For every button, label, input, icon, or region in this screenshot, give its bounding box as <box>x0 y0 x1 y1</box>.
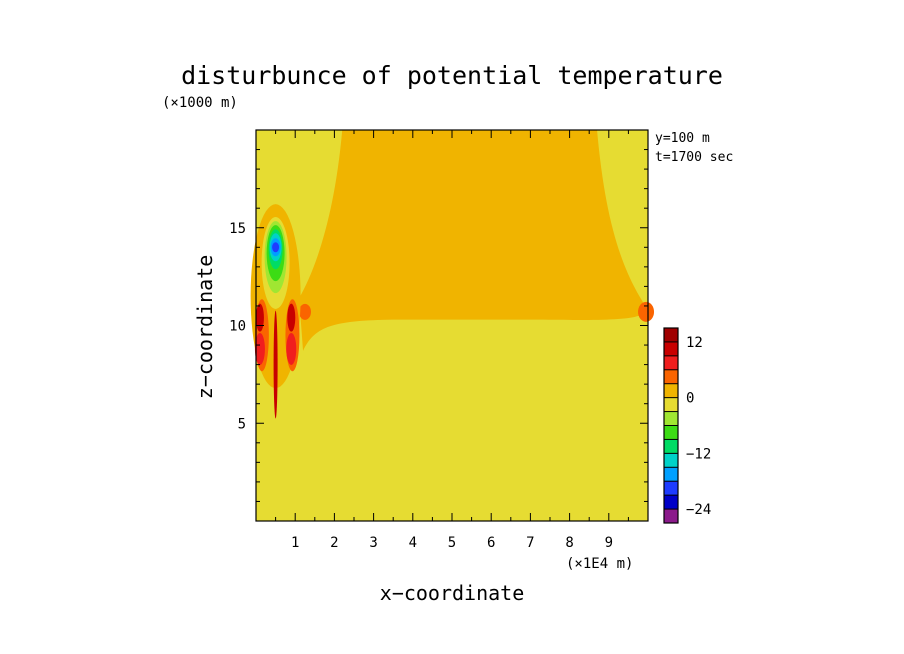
y-axis: 5 10 15 <box>229 149 648 502</box>
right-edge-warm-blob <box>638 301 655 322</box>
colorbar-tick-label: −24 <box>686 502 711 518</box>
colorbar-swatch <box>664 355 678 370</box>
y-axis-label: z−coordinate <box>193 255 217 400</box>
y-tick-label: 5 <box>238 416 246 432</box>
x-axis: 1 2 3 4 5 6 7 8 9 <box>275 130 629 551</box>
x-axis-label: x−coordinate <box>380 581 525 605</box>
colorbar-swatch <box>664 453 678 468</box>
colorbar-swatch <box>664 397 678 412</box>
colorbar-frame <box>663 327 679 524</box>
colorbar-tick-label: 12 <box>686 335 703 351</box>
x-tick-label: 3 <box>369 535 377 551</box>
colorbar-tick-label: −12 <box>686 446 711 462</box>
disturbance-contour-12 <box>286 332 297 365</box>
colorbar: 12 0 −12 −24 <box>663 327 711 524</box>
y-tick-label: 15 <box>229 221 246 237</box>
left-warm-blob <box>299 303 311 320</box>
x-tick-label: 9 <box>605 535 613 551</box>
y-unit-label: (×1000 m) <box>162 95 238 111</box>
disturbance-contour-14 <box>273 310 278 419</box>
annotation-t: t=1700 sec <box>655 150 733 165</box>
x-tick-label: 6 <box>487 535 495 551</box>
colorbar-swatch <box>664 341 678 356</box>
colorbar-swatch <box>664 411 678 426</box>
plot-area <box>250 129 655 522</box>
disturbance-contour-13 <box>287 303 296 332</box>
annotation-y: y=100 m <box>655 131 710 146</box>
x-tick-label: 7 <box>526 535 534 551</box>
upper-region <box>299 130 645 351</box>
colorbar-swatch <box>664 369 678 384</box>
y-tick-label: 10 <box>229 319 246 335</box>
colorbar-swatch <box>664 467 678 482</box>
x-unit-label: (×1E4 m) <box>566 556 633 572</box>
disturbance-contour-7 <box>272 242 280 253</box>
colorbar-swatch <box>664 509 678 523</box>
x-tick-label: 2 <box>330 535 338 551</box>
chart-title: disturbunce of potential temperature <box>181 61 723 90</box>
x-tick-label: 5 <box>448 535 456 551</box>
disturbance-contour-10 <box>254 332 265 365</box>
disturbance-contour-11 <box>255 303 264 332</box>
colorbar-tick-label: 0 <box>686 391 694 407</box>
x-tick-label: 4 <box>409 535 417 551</box>
colorbar-swatch <box>664 328 678 342</box>
x-tick-label: 8 <box>565 535 573 551</box>
colorbar-swatch <box>664 495 678 510</box>
colorbar-swatch <box>664 383 678 398</box>
x-tick-label: 1 <box>291 535 299 551</box>
colorbar-swatch <box>664 481 678 496</box>
colorbar-swatch <box>664 425 678 440</box>
colorbar-swatch <box>664 439 678 454</box>
